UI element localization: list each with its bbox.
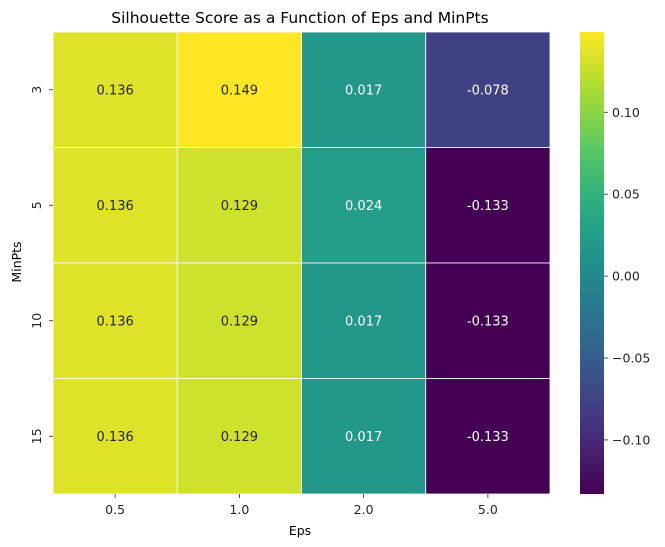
heatmap-cell (301, 147, 427, 264)
heatmap-cell (176, 147, 302, 264)
colorbar-tick-label: −0.05 (612, 351, 650, 366)
cell-value-label: 0.136 (97, 314, 134, 329)
y-tick-label: 10 (29, 313, 44, 329)
y-axis-ticks: 3 5 10 15 (29, 86, 53, 444)
cell-value-label: -0.133 (467, 199, 509, 214)
heatmap-cells (52, 31, 551, 495)
cell-value-label: 0.129 (221, 314, 258, 329)
colorbar-tick-label: 0.10 (612, 105, 640, 120)
heatmap-cell (176, 31, 302, 148)
cell-value-label: 0.017 (345, 430, 382, 445)
heatmap-cell (301, 378, 427, 495)
colorbar-tick-label: 0.05 (612, 187, 640, 202)
cell-value-label: -0.078 (467, 83, 509, 98)
colorbar-gradient (580, 32, 604, 494)
x-tick-label: 2.0 (354, 502, 374, 517)
cell-value-label: 0.136 (97, 430, 134, 445)
cell-value-label: -0.133 (467, 314, 509, 329)
heatmap-cell (52, 147, 178, 264)
cell-value-label: 0.017 (345, 83, 382, 98)
heatmap-cell (176, 262, 302, 379)
heatmap-cell (425, 147, 551, 264)
cell-value-label: 0.136 (97, 199, 134, 214)
y-tick-label: 5 (29, 201, 44, 209)
heatmap-cell (425, 262, 551, 379)
y-axis-label: MinPts (9, 241, 24, 282)
y-tick-label: 15 (29, 428, 44, 444)
heatmap-cell (52, 31, 178, 148)
heatmap-cell (301, 31, 427, 148)
colorbar (580, 32, 604, 494)
colorbar-tick-label: 0.00 (612, 269, 640, 284)
cell-value-label: 0.149 (221, 83, 258, 98)
cell-value-label: 0.017 (345, 314, 382, 329)
x-tick-label: 1.0 (229, 502, 249, 517)
colorbar-ticks: 0.10 0.05 0.00 −0.05 −0.10 (604, 105, 650, 447)
colorbar-tick-label: −0.10 (612, 432, 650, 447)
cell-annotations: 0.136 0.149 0.017 -0.078 0.136 0.129 0.024 -0.1… (97, 83, 509, 445)
y-tick-label: 3 (29, 86, 44, 94)
cell-value-label: 0.129 (221, 430, 258, 445)
x-axis-ticks: 0.5 1.0 2.0 5.0 (105, 494, 498, 517)
cell-value-label: 0.136 (97, 83, 134, 98)
x-tick-label: 0.5 (105, 502, 125, 517)
heatmap-cell (176, 378, 302, 495)
x-axis-label: Eps (289, 523, 311, 538)
cell-value-label: -0.133 (467, 430, 509, 445)
heatmap-cell (425, 31, 551, 148)
chart-title: Silhouette Score as a Function of Eps an… (111, 9, 488, 27)
cell-value-label: 0.129 (221, 199, 258, 214)
heatmap-cell (425, 378, 551, 495)
x-tick-label: 5.0 (478, 502, 498, 517)
heatmap-cell (52, 378, 178, 495)
cell-value-label: 0.024 (345, 199, 382, 214)
